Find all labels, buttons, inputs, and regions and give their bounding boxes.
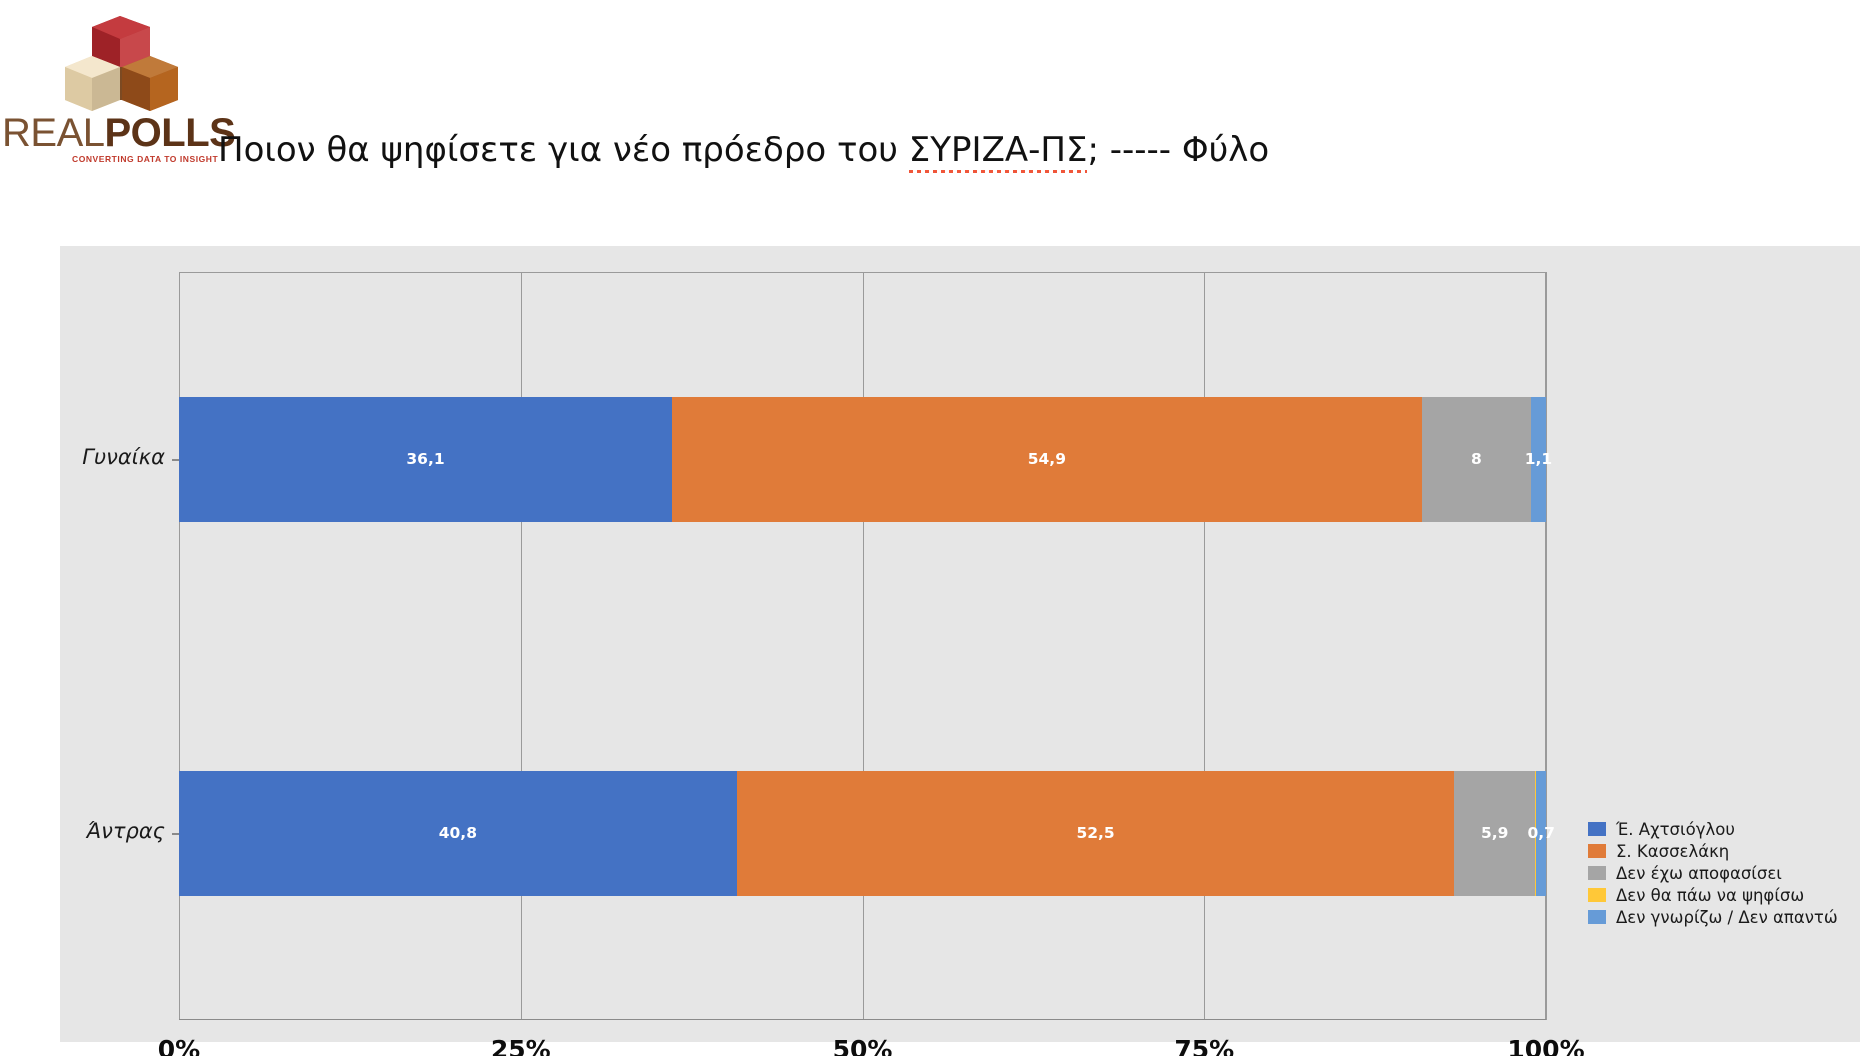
gridline — [1204, 272, 1206, 1020]
x-tick-label: 75% — [1174, 1035, 1235, 1056]
legend-label: Δεν έχω αποφασίσει — [1616, 863, 1782, 883]
realpolls-logo: REALPOLLS CONVERTING DATA TO INSIGHT — [0, 14, 236, 182]
bar-segment[interactable]: 36,1 — [179, 396, 672, 522]
x-tick-label: 0% — [157, 1035, 201, 1056]
legend-label: Δεν γνωρίζω / Δεν απαντώ — [1616, 907, 1838, 927]
legend-swatch-icon — [1588, 844, 1606, 858]
x-tick-label: 50% — [832, 1035, 893, 1056]
title-flagged-term: ΣΥΡΙΖΑ-ΠΣ — [908, 130, 1088, 173]
legend-label: Σ. Κασσελάκη — [1616, 841, 1730, 861]
legend-item[interactable]: Δεν θα πάω να ψηφίσω — [1588, 884, 1858, 906]
bar-row: 36,1 54,9 8 1,1 — [179, 396, 1552, 522]
category-label: Γυναίκα — [82, 445, 165, 469]
legend-label: Δεν θα πάω να ψηφίσω — [1616, 885, 1805, 905]
plot-area: 36,1 54,9 8 1,1 40,8 52,5 5,9 0,7 0% 25% 50% 75% 10… — [158, 272, 1585, 1056]
legend-item[interactable]: Δεν γνωρίζω / Δεν απαντώ — [1588, 906, 1858, 928]
bar-value-label: 8 — [1470, 450, 1482, 468]
stacked-bar: 36,1 54,9 8 1,1 — [179, 396, 1552, 522]
legend-item[interactable]: Δεν έχω αποφασίσει — [1588, 862, 1858, 884]
legend-label: Έ. Αχτσιόγλου — [1616, 819, 1735, 839]
logo-word-real: REAL — [2, 111, 105, 155]
bar-segment[interactable]: 52,5 — [736, 770, 1455, 896]
category-label: Άντρας — [86, 819, 165, 843]
bar-value-label: 40,8 — [438, 824, 477, 842]
logo-tagline: CONVERTING DATA TO INSIGHT — [72, 154, 219, 164]
x-tick-label: 25% — [490, 1035, 551, 1056]
chart-legend: Έ. Αχτσιόγλου Σ. Κασσελάκη Δεν έχω αποφασί… — [1588, 818, 1858, 928]
legend-swatch-icon — [1588, 888, 1606, 902]
y-axis-tick — [172, 459, 179, 461]
logo-word-polls: POLLS — [104, 111, 236, 155]
legend-swatch-icon — [1588, 822, 1606, 836]
bar-segment[interactable]: 5,9 — [1454, 770, 1536, 896]
legend-swatch-icon — [1588, 910, 1606, 924]
chart-panel: 36,1 54,9 8 1,1 40,8 52,5 5,9 0,7 0% 25% 50% 75% 10… — [60, 246, 1860, 1056]
bar-segment[interactable]: 1,1 — [1525, 396, 1552, 522]
gridline — [1546, 272, 1547, 1020]
gridline — [179, 272, 180, 1020]
legend-item[interactable]: Έ. Αχτσιόγλου — [1588, 818, 1858, 840]
slide-title: Ποιον θα ψηφίσετε για νέο πρόεδρο του ΣΥ… — [218, 130, 1418, 173]
y-axis-tick — [172, 833, 179, 835]
bar-value-label: 5,9 — [1480, 824, 1509, 842]
logo-wordmark: REALPOLLS — [2, 111, 236, 155]
legend-item[interactable]: Σ. Κασσελάκη — [1588, 840, 1858, 862]
title-text-after: ; ----- Φύλο — [1087, 130, 1270, 170]
bar-segment[interactable] — [1535, 770, 1537, 896]
gridline — [862, 272, 864, 1020]
bar-value-label: 52,5 — [1076, 824, 1115, 842]
x-tick-label: 100% — [1507, 1035, 1585, 1056]
bar-segment[interactable]: 8 — [1421, 396, 1531, 522]
bar-segment[interactable]: 0,7 — [1527, 770, 1555, 896]
bar-row: 40,8 52,5 5,9 0,7 — [179, 770, 1555, 896]
bar-segment[interactable]: 40,8 — [179, 770, 737, 896]
bar-segment[interactable]: 54,9 — [672, 396, 1422, 522]
title-text-before: Ποιον θα ψηφίσετε για νέο πρόεδρο του — [218, 130, 909, 170]
cube-logo-icon — [65, 16, 178, 111]
stacked-bar: 40,8 52,5 5,9 0,7 — [179, 770, 1555, 896]
gridline — [520, 272, 522, 1020]
legend-swatch-icon — [1588, 866, 1606, 880]
bar-value-label: 54,9 — [1027, 450, 1066, 468]
x-axis-line — [179, 1018, 1546, 1020]
bar-value-label: 36,1 — [406, 450, 445, 468]
